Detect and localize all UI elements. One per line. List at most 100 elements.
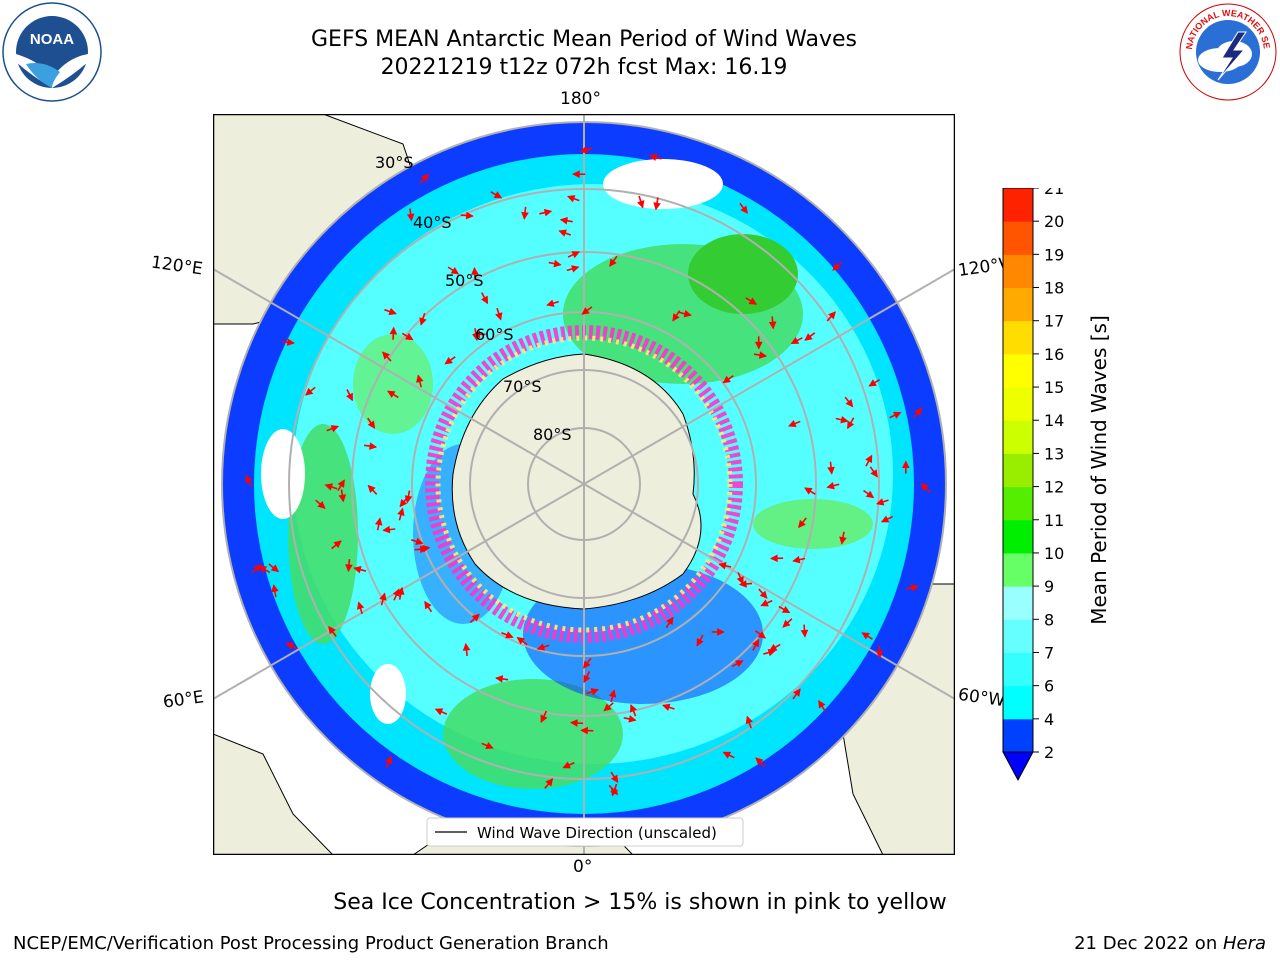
lat-label-50s: 50°S — [445, 271, 484, 290]
wave-direction-arrowhead — [434, 708, 444, 716]
wave-direction-arrowhead — [571, 265, 580, 273]
colorbar-tick-label: 4 — [1044, 710, 1054, 729]
wave-direction-arrowhead — [738, 580, 747, 588]
wave-direction-arrowhead — [847, 420, 855, 430]
caption: Sea Ice Concentration > 15% is shown in … — [333, 890, 947, 915]
colorbar-tick-label: 18 — [1044, 279, 1064, 298]
wave-direction-arrowhead — [740, 205, 748, 214]
lon-label-60w: 60°W — [956, 684, 1007, 712]
wave-direction-arrowhead — [902, 460, 910, 469]
wave-direction-arrowhead — [382, 525, 391, 534]
wave-direction-arrowhead — [788, 419, 797, 428]
wave-direction-arrowhead — [404, 332, 414, 341]
wave-direction-arrowhead — [603, 703, 612, 712]
wave-direction-arrowhead — [758, 351, 768, 359]
wave-direction-arrowhead — [865, 454, 873, 464]
colorbar-block — [1003, 420, 1033, 454]
wave-direction-arrowhead — [920, 482, 929, 492]
wave-direction-arrowhead — [875, 498, 885, 506]
wave-direction-arrowhead — [793, 688, 801, 697]
wave-direction-arrowhead — [666, 616, 674, 626]
wave-direction-arrowhead — [583, 660, 591, 669]
wave-direction-arrowhead — [317, 500, 326, 509]
wave-direction-arrowhead — [798, 519, 806, 529]
colorbar-block — [1003, 718, 1033, 753]
wave-direction-arrowhead — [399, 498, 408, 508]
legend-label: Wind Wave Direction (unscaled) — [477, 824, 717, 842]
wave-direction-arrowhead — [382, 351, 391, 360]
colorbar-block — [1003, 619, 1033, 653]
wave-direction-arrowhead — [356, 601, 365, 610]
wave-direction-arrowhead — [328, 625, 336, 635]
wave-direction-arrowhead — [444, 356, 453, 365]
wave-direction-arrowhead — [333, 540, 342, 549]
wave-direction-arrowhead — [392, 588, 400, 597]
wave-direction-arrowhead — [569, 719, 578, 727]
wave-direction-arrowhead — [367, 484, 376, 493]
colorbar: 2 4 6 7 8 9 10 11 12 13 14 15 16 17 18 19 20 21 Mean Peri… — [1002, 188, 1111, 782]
wave-direction-arrowhead — [505, 631, 514, 639]
antarctica — [451, 353, 702, 610]
colorbar-block — [1003, 320, 1033, 355]
wave-direction-arrowhead — [610, 774, 619, 784]
lon-label-60e: 60°E — [161, 687, 206, 713]
wave-direction-arrowhead — [870, 469, 878, 478]
colorbar-block — [1003, 453, 1033, 488]
wave-direction-arrowhead — [304, 387, 314, 396]
colorbar-tick-label: 2 — [1044, 743, 1054, 762]
wave-direction-arrowhead — [880, 515, 890, 523]
wave-direction-arrowhead — [471, 267, 479, 275]
wave-direction-arrowhead — [566, 195, 576, 203]
colorbar-block — [1003, 685, 1033, 720]
wave-direction-arrowhead — [245, 474, 253, 484]
wave-direction-arrowhead — [875, 650, 884, 659]
wave-direction-arrowhead — [770, 554, 778, 563]
colorbar-tick-label: 21 — [1044, 188, 1064, 198]
wave-direction-arrowhead — [826, 481, 835, 490]
wave-direction-arrowhead — [590, 688, 600, 696]
wave-direction-arrowhead — [804, 333, 813, 341]
wave-direction-arrowhead — [330, 425, 340, 433]
wave-direction-arrowhead — [722, 751, 732, 759]
colorbar-tick-label: 14 — [1044, 411, 1064, 430]
wave-direction-arrowhead — [324, 483, 333, 491]
wave-direction-arrowhead — [736, 575, 744, 585]
wave-direction-arrowhead — [768, 321, 777, 330]
colorbar-block — [1003, 254, 1033, 289]
colorbar-tick-label: 7 — [1044, 643, 1054, 662]
wave-direction-arrowhead — [385, 755, 393, 765]
footer-credit: NCEP/EMC/Verification Post Processing Pr… — [13, 933, 609, 954]
wave-direction-arrowhead — [481, 295, 489, 305]
polar-map: 30°S 40°S 50°S 60°S 70°S 80°S Wind Wave … — [213, 114, 955, 855]
wave-direction-arrowhead — [424, 600, 432, 610]
wave-direction-arrowhead — [337, 479, 345, 488]
wave-direction-arrowhead — [374, 517, 383, 526]
wave-direction-arrowhead — [558, 229, 567, 237]
wave-direction-arrowhead — [421, 173, 430, 182]
wave-direction-arrowhead — [839, 536, 847, 545]
wave-direction-arrowhead — [465, 211, 474, 220]
wave-direction-arrowhead — [450, 267, 460, 275]
wave-direction-arrowhead — [472, 333, 480, 342]
wave-direction-arrowhead — [543, 208, 553, 217]
wave-direction-arrowhead — [271, 584, 279, 593]
wave-direction-arrowhead — [286, 338, 295, 346]
wave-direction-arrowhead — [338, 494, 347, 503]
wave-direction-arrowhead — [790, 337, 800, 345]
colorbar-block — [1003, 287, 1033, 322]
wave-direction-arrowhead — [683, 309, 692, 318]
wave-direction-arrowhead — [653, 202, 661, 211]
wave-direction-arrowhead — [258, 565, 268, 573]
wave-direction-arrowhead — [546, 299, 555, 307]
lon-label-120e: 120°E — [149, 252, 204, 280]
wave-direction-arrowhead — [696, 638, 704, 647]
wave-direction-arrowhead — [580, 726, 589, 735]
footer-date-text: 21 Dec 2022 on — [1074, 933, 1223, 954]
wave-direction-arrowhead — [781, 605, 791, 614]
chart-title: GEFS MEAN Antarctic Mean Period of Wind … — [311, 27, 857, 52]
wave-direction-arrowhead — [367, 420, 376, 429]
noaa-logo: NOAA — [2, 2, 102, 102]
wave-direction-arrowhead — [536, 643, 546, 651]
wave-direction-arrowhead — [800, 629, 809, 638]
footer-date: 21 Dec 2022 on Hera — [1074, 933, 1266, 954]
